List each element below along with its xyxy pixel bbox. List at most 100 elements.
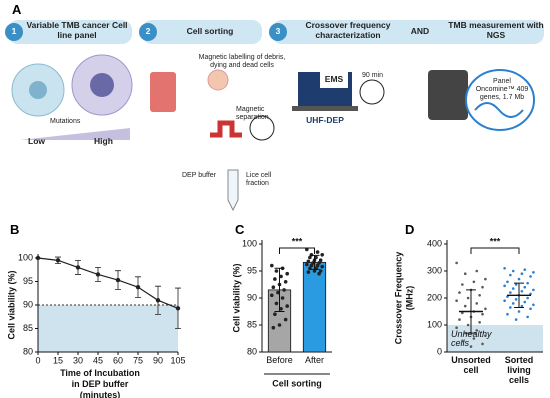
x-axis-label: Time of Incubation in DEP buffer (minutes) bbox=[60, 368, 140, 398]
data-point bbox=[317, 261, 321, 265]
marker bbox=[175, 306, 181, 311]
data-point bbox=[455, 326, 458, 330]
data-point bbox=[509, 306, 512, 309]
data-point bbox=[463, 304, 467, 308]
ngs-title: TMB measurement with NGS bbox=[448, 20, 544, 40]
data-point bbox=[484, 334, 487, 338]
data-point bbox=[270, 293, 274, 298]
x-tick-label: 90 bbox=[153, 355, 163, 365]
data-point bbox=[318, 269, 323, 273]
data-point bbox=[503, 284, 506, 288]
marker bbox=[135, 284, 141, 290]
data-point bbox=[475, 329, 479, 332]
data-point bbox=[276, 290, 280, 295]
x-tick-label: 45 bbox=[93, 355, 103, 365]
data-point bbox=[478, 294, 481, 297]
data-point bbox=[315, 263, 320, 268]
data-point bbox=[484, 277, 487, 281]
fraction-text: Lice cell fraction bbox=[246, 172, 272, 188]
y-axis-label: Crossover Frequency(MHz) bbox=[394, 252, 415, 345]
data-point bbox=[514, 298, 518, 301]
data-point bbox=[285, 271, 290, 276]
data-point bbox=[526, 296, 529, 300]
y-tick-label: 85 bbox=[23, 323, 33, 333]
panel-label: C bbox=[235, 222, 245, 237]
laptop-base bbox=[292, 106, 358, 111]
data-point bbox=[511, 287, 515, 290]
data-point bbox=[520, 289, 524, 293]
y-tick-label: 95 bbox=[23, 276, 33, 286]
x-tick-label: 105 bbox=[170, 355, 185, 365]
header-bar bbox=[8, 20, 132, 44]
step-number: 3 bbox=[275, 26, 281, 36]
data-point bbox=[520, 304, 524, 308]
data-point bbox=[318, 258, 323, 263]
data-point bbox=[475, 269, 479, 273]
data-point bbox=[274, 269, 279, 273]
marker bbox=[115, 277, 121, 283]
data-point bbox=[306, 270, 311, 274]
data-point bbox=[455, 261, 458, 265]
data-point bbox=[523, 285, 527, 289]
data-point bbox=[532, 288, 535, 292]
nucleus bbox=[29, 81, 47, 99]
significance-bracket bbox=[470, 247, 520, 254]
ems-box bbox=[320, 70, 348, 88]
data-point bbox=[283, 317, 288, 322]
data-point bbox=[517, 277, 521, 281]
data-point bbox=[506, 312, 509, 316]
data-point bbox=[506, 295, 509, 298]
data-point bbox=[270, 263, 274, 268]
data-point bbox=[469, 345, 473, 348]
data-point bbox=[514, 283, 518, 286]
data-point bbox=[306, 259, 311, 264]
y-tick-label: 85 bbox=[247, 319, 257, 329]
low-label: Low bbox=[28, 136, 45, 146]
data-point bbox=[463, 272, 467, 276]
data-point bbox=[529, 275, 532, 278]
step-circle bbox=[139, 23, 157, 41]
marker bbox=[155, 298, 161, 303]
tube bbox=[227, 169, 239, 212]
data-point bbox=[279, 274, 283, 279]
data-point bbox=[308, 255, 312, 260]
nucleus bbox=[90, 73, 114, 97]
data-point bbox=[481, 285, 484, 289]
cell bbox=[207, 69, 229, 91]
data-point bbox=[466, 296, 470, 300]
step-number: 2 bbox=[145, 26, 151, 36]
y-tick-label: 100 bbox=[18, 252, 33, 262]
x-tick-label: Sorted living cells bbox=[505, 355, 534, 385]
y-tick-label: 95 bbox=[247, 265, 257, 275]
step-number: 1 bbox=[11, 26, 17, 36]
data-point bbox=[461, 311, 464, 315]
panel-label: B bbox=[10, 222, 20, 237]
data-point bbox=[280, 296, 285, 300]
data-point bbox=[274, 301, 279, 306]
data-point bbox=[478, 321, 481, 324]
marker bbox=[35, 255, 41, 261]
data-point bbox=[320, 253, 325, 257]
data-point bbox=[523, 268, 527, 271]
timer bbox=[359, 79, 385, 105]
time-text: 90 min bbox=[362, 72, 384, 79]
x-tick-label: 75 bbox=[133, 355, 143, 365]
data-point bbox=[475, 302, 479, 305]
data-point bbox=[466, 323, 470, 327]
data-point bbox=[458, 291, 461, 294]
data-point bbox=[309, 263, 314, 268]
y-tick-label: 90 bbox=[23, 299, 33, 309]
shade-label: Unhealthy cells bbox=[451, 329, 492, 348]
y-tick-label: 80 bbox=[247, 346, 257, 356]
panel-label: A bbox=[12, 2, 22, 17]
error-bar bbox=[309, 254, 320, 270]
data-point bbox=[315, 250, 320, 254]
data-point bbox=[312, 269, 317, 273]
data-point bbox=[529, 307, 532, 311]
data-point bbox=[463, 331, 467, 335]
data-point bbox=[523, 300, 527, 304]
dep-buffer-text: DEP buffer bbox=[182, 172, 216, 179]
and-label: AND bbox=[410, 26, 430, 36]
